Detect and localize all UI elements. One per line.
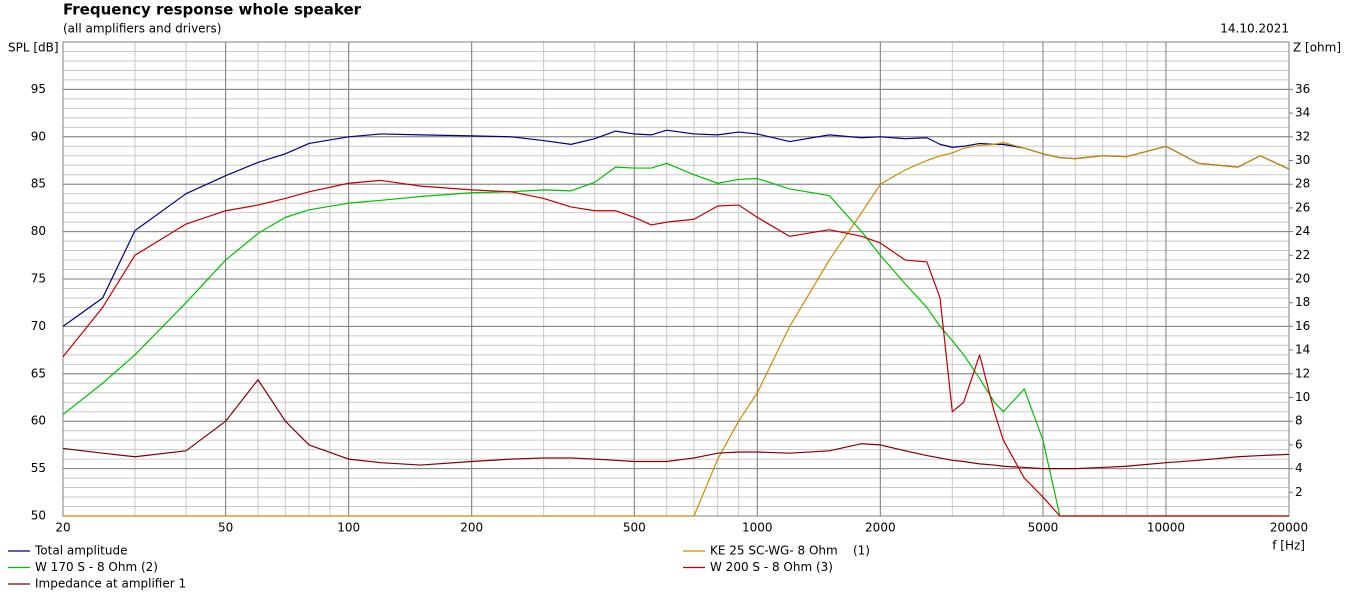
y2-tick-label: 28 [1295, 177, 1310, 191]
legend-label: W 200 S - 8 Ohm (3) [710, 560, 833, 574]
y2-axis-label: Z [ohm] [1293, 41, 1341, 55]
y-tick-label: 80 [31, 224, 46, 238]
y2-tick-label: 2 [1295, 485, 1303, 499]
series-line [62, 162, 1289, 517]
x-tick-label: 100 [337, 521, 360, 535]
x-tick-label: 2000 [865, 521, 896, 535]
series-line [62, 129, 1290, 327]
y2-tick-label: 22 [1295, 248, 1310, 262]
x-tick-label: 20 [55, 521, 70, 535]
x-tick-label: 5000 [1028, 521, 1059, 535]
y2-tick-label: 16 [1295, 319, 1310, 333]
y2-tick-label: 34 [1295, 106, 1310, 120]
y-tick-label: 75 [31, 272, 46, 286]
legend-label: KE 25 SC-WG- 8 Ohm (1) [710, 544, 870, 558]
y-tick-label: 90 [31, 129, 46, 143]
y2-tick-label: 14 [1295, 343, 1310, 357]
y2-tick-label: 4 [1295, 461, 1303, 475]
y-tick-label: 65 [31, 366, 46, 380]
legend-label: W 170 S - 8 Ohm (2) [35, 560, 158, 574]
y2-tick-label: 8 [1295, 414, 1303, 428]
y2-tick-label: 30 [1295, 153, 1310, 167]
y-tick-label: 55 [31, 461, 46, 475]
y-tick-label: 70 [31, 319, 46, 333]
y2-tick-label: 6 [1295, 437, 1303, 451]
y2-tick-label: 10 [1295, 390, 1310, 404]
series-line [62, 179, 1289, 517]
date: 14.10.2021 [1220, 22, 1289, 36]
chart-title: Frequency response whole speaker [63, 1, 362, 19]
y2-tick-label: 12 [1295, 366, 1310, 380]
y2-tick-label: 20 [1295, 272, 1310, 286]
legend-label: Impedance at amplifier 1 [35, 577, 186, 591]
chart-subtitle: (all amplifiers and drivers) [63, 22, 221, 36]
series-line [62, 379, 1290, 470]
y-tick-label: 60 [31, 414, 46, 428]
x-tick-label: 50 [218, 521, 233, 535]
y2-tick-label: 18 [1295, 295, 1310, 309]
y-tick-label: 85 [31, 177, 46, 191]
series-line [63, 141, 1290, 517]
x-tick-label: 200 [460, 521, 483, 535]
y2-tick-label: 36 [1295, 82, 1310, 96]
x-tick-label: 500 [623, 521, 646, 535]
x-tick-label: 1000 [742, 521, 773, 535]
x-axis-label: f [Hz] [1272, 539, 1305, 553]
x-tick-label: 20000 [1270, 521, 1308, 535]
y-tick-label: 50 [31, 509, 46, 523]
y-tick-label: 95 [31, 82, 46, 96]
y2-tick-label: 26 [1295, 200, 1310, 214]
y2-tick-label: 24 [1295, 224, 1310, 238]
y-axis-label: SPL [dB] [8, 41, 59, 55]
legend-label: Total amplitude [34, 544, 127, 558]
x-tick-label: 10000 [1147, 521, 1185, 535]
y2-tick-label: 32 [1295, 129, 1310, 143]
